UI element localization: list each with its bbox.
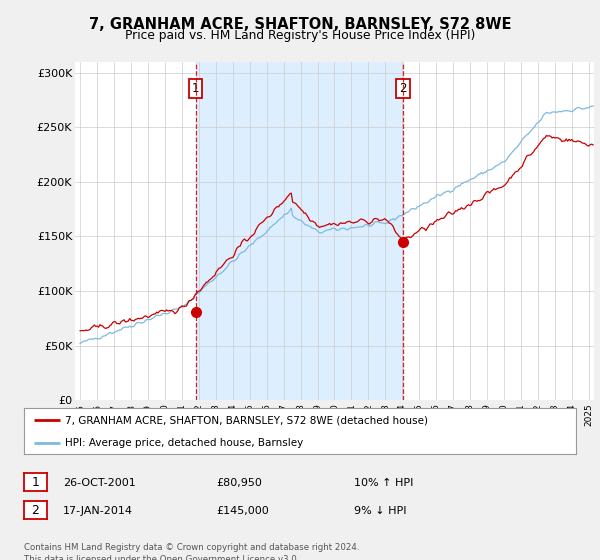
Text: 2: 2 xyxy=(31,503,40,517)
Text: HPI: Average price, detached house, Barnsley: HPI: Average price, detached house, Barn… xyxy=(65,438,304,449)
Text: 9% ↓ HPI: 9% ↓ HPI xyxy=(354,506,407,516)
Text: 7, GRANHAM ACRE, SHAFTON, BARNSLEY, S72 8WE (detached house): 7, GRANHAM ACRE, SHAFTON, BARNSLEY, S72 … xyxy=(65,415,428,425)
Text: 26-OCT-2001: 26-OCT-2001 xyxy=(63,478,136,488)
Text: Price paid vs. HM Land Registry's House Price Index (HPI): Price paid vs. HM Land Registry's House … xyxy=(125,29,475,42)
Text: £145,000: £145,000 xyxy=(216,506,269,516)
Text: 7, GRANHAM ACRE, SHAFTON, BARNSLEY, S72 8WE: 7, GRANHAM ACRE, SHAFTON, BARNSLEY, S72 … xyxy=(89,17,511,32)
Text: 1: 1 xyxy=(192,82,199,95)
Text: 10% ↑ HPI: 10% ↑ HPI xyxy=(354,478,413,488)
Text: 1: 1 xyxy=(31,475,40,489)
Text: 17-JAN-2014: 17-JAN-2014 xyxy=(63,506,133,516)
Text: £80,950: £80,950 xyxy=(216,478,262,488)
Bar xyxy=(196,62,403,400)
Text: Contains HM Land Registry data © Crown copyright and database right 2024.
This d: Contains HM Land Registry data © Crown c… xyxy=(24,543,359,560)
Text: 2: 2 xyxy=(399,82,407,95)
